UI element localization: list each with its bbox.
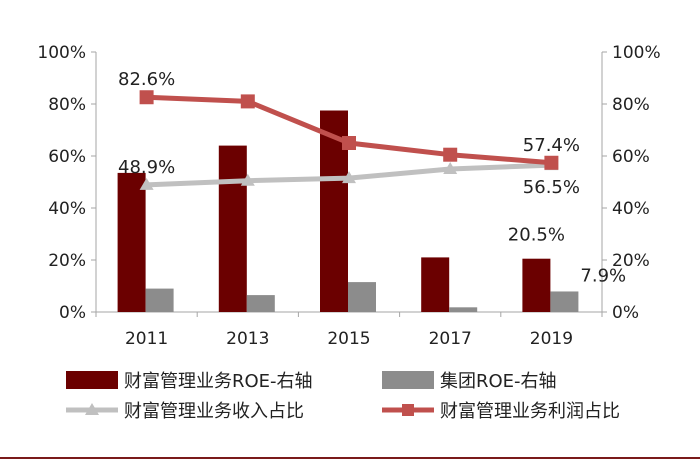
marker-triangle [443, 162, 458, 174]
marker-triangle [342, 171, 356, 184]
y-tick-label-left: 60% [48, 147, 86, 167]
y-tick-label-right: 40% [612, 199, 650, 219]
marker-square [342, 136, 356, 150]
x-tick-label: 2011 [125, 329, 168, 349]
marker-triangle [139, 177, 154, 190]
data-label: 48.9% [118, 157, 175, 178]
bar [522, 258, 551, 312]
data-label: 56.5% [523, 177, 580, 198]
marker-square [544, 155, 559, 170]
marker-square [139, 90, 154, 105]
lines [139, 90, 559, 190]
legend-label: 财富管理业务利润占比 [440, 401, 620, 422]
bar [550, 291, 579, 312]
legend-label: 集团ROE-右轴 [440, 371, 557, 392]
bar [117, 172, 146, 312]
y-tick-label-right: 0% [612, 303, 639, 323]
data-label: 20.5% [508, 225, 565, 246]
y-tick-label-right: 80% [612, 95, 650, 115]
bar [449, 307, 478, 312]
bar [218, 145, 247, 312]
legend-label: 财富管理业务收入占比 [124, 401, 304, 422]
legend-swatch [66, 371, 118, 389]
legend-label: 财富管理业务ROE-右轴 [124, 371, 313, 392]
y-tick-label-left: 100% [37, 43, 86, 63]
y-tick-label-right: 100% [612, 43, 661, 63]
bar [421, 257, 450, 312]
marker-triangle [240, 173, 255, 186]
legend-swatch [382, 371, 434, 389]
x-tick-label: 2017 [429, 329, 472, 349]
y-tick-label-left: 40% [48, 199, 86, 219]
data-label: 7.9% [580, 265, 626, 286]
marker-square [443, 147, 458, 162]
y-tick-label-left: 20% [48, 251, 86, 271]
x-tick-label: 2015 [327, 329, 370, 349]
bar [246, 295, 275, 312]
y-tick-label-right: 20% [612, 251, 650, 271]
data-labels: 82.6% 48.9% 57.4% 56.5% 20.5% 7.9% [118, 69, 626, 286]
data-label: 57.4% [523, 135, 580, 156]
y-tick-label-left: 80% [48, 95, 86, 115]
data-label: 82.6% [118, 69, 175, 90]
bar [348, 282, 376, 312]
axes: 0% 20% 40% 60% 80% 100% 0% 20% 40% 60% 80% 100% 2011… [37, 43, 660, 349]
x-tick-label: 2019 [530, 329, 573, 349]
y-tick-label-left: 0% [59, 303, 86, 323]
marker-square [240, 94, 255, 109]
x-tick-label: 2013 [226, 329, 269, 349]
legend-marker-triangle [85, 403, 99, 415]
y-tick-label-right: 60% [612, 147, 650, 167]
legend-marker-square [402, 404, 414, 416]
series-line [146, 94, 552, 166]
bar [145, 288, 174, 312]
